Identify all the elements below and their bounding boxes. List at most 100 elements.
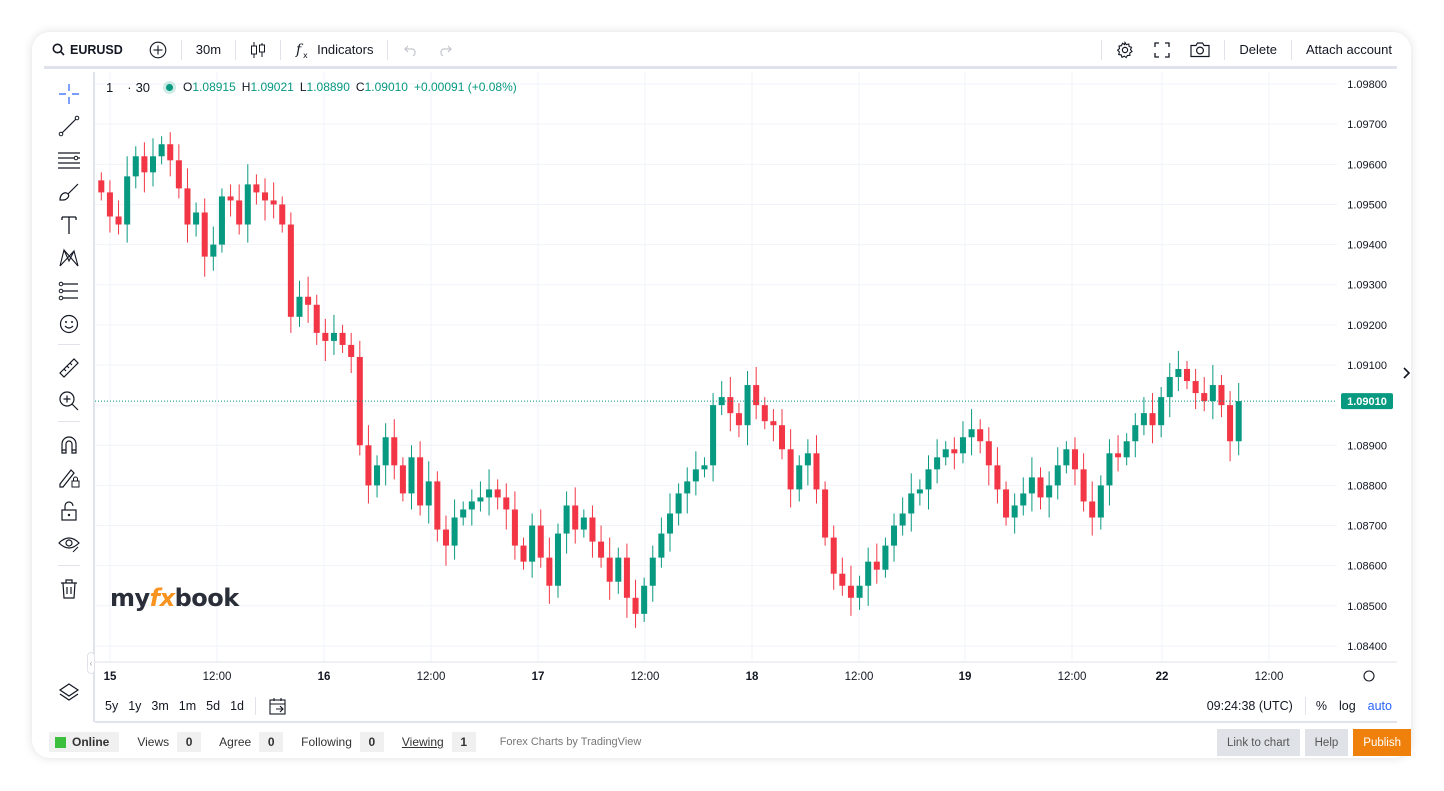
candle-body	[572, 505, 579, 530]
candle-body	[632, 597, 639, 614]
goto-date-button[interactable]	[264, 697, 292, 715]
compare-symbol-button[interactable]	[131, 33, 179, 66]
candle-body	[753, 385, 760, 406]
object-tree-button[interactable]	[56, 680, 82, 706]
candle-body	[1132, 425, 1139, 442]
candle-body	[882, 545, 889, 570]
candle-body	[951, 449, 958, 454]
fib-lines-icon	[58, 152, 80, 169]
y-tick-label: 1.08400	[1347, 641, 1387, 653]
y-tick-label: 1.09400	[1347, 240, 1387, 252]
fullscreen-button[interactable]	[1144, 33, 1180, 66]
candle-body	[218, 196, 225, 245]
zoom-tool[interactable]	[56, 388, 82, 414]
price-chart[interactable]: 1.09800 1.09700 1.09600 1.09500 1.09400 1.093…	[95, 72, 1397, 694]
collapse-toolbar-button[interactable]: ‹	[87, 652, 95, 674]
prediction-tool[interactable]	[56, 278, 82, 304]
hide-drawings-tool[interactable]	[56, 531, 82, 557]
undo-button[interactable]	[390, 33, 428, 66]
range-5d[interactable]: 5d	[206, 699, 221, 713]
publish-button[interactable]: Publish	[1353, 729, 1411, 756]
candle-body	[727, 397, 734, 414]
camera-icon	[1190, 42, 1211, 58]
ruler-tool[interactable]	[56, 355, 82, 381]
delete-button[interactable]: Delete	[1239, 42, 1277, 57]
text-tool[interactable]	[56, 212, 82, 238]
pattern-tool[interactable]	[56, 245, 82, 271]
log-scale-button[interactable]: log	[1338, 699, 1356, 713]
candle-body	[201, 212, 208, 257]
toolbar-divider	[180, 39, 182, 60]
scale-divider	[1304, 697, 1306, 715]
remove-drawings-tool[interactable]	[56, 576, 82, 602]
candle-body	[856, 585, 863, 598]
svg-text:x: x	[303, 51, 308, 59]
candle-body	[408, 457, 415, 494]
crosshair-tool[interactable]	[56, 81, 82, 107]
trash-icon	[61, 579, 77, 599]
candle-body	[830, 537, 837, 574]
candle-body	[1011, 505, 1018, 518]
x-tick-label: 17	[532, 671, 545, 683]
legend-high-value: 1.09021	[250, 80, 294, 94]
toolbar-divider	[1291, 39, 1292, 60]
trend-line-tool[interactable]	[56, 113, 82, 139]
lock-all-tool[interactable]	[56, 498, 82, 524]
candle-body	[98, 180, 105, 193]
candle-body	[778, 425, 786, 450]
lock-drawings-tool[interactable]	[56, 465, 82, 491]
candle-body	[770, 421, 777, 426]
emoji-tool[interactable]	[56, 311, 82, 337]
help-button[interactable]: Help	[1304, 729, 1349, 756]
x-tick-label: 18	[746, 671, 759, 683]
redo-button[interactable]	[428, 33, 462, 66]
link-to-chart-button[interactable]: Link to chart	[1216, 729, 1300, 756]
range-1d[interactable]: 1d	[230, 699, 244, 713]
candle-body	[916, 489, 923, 494]
candle-body	[977, 429, 984, 442]
candle-body	[563, 505, 570, 534]
chevron-right-icon[interactable]	[1403, 366, 1411, 382]
scale-controls: 09:24:38 (UTC) % log auto	[1207, 694, 1392, 718]
text-icon	[61, 216, 77, 234]
brush-tool[interactable]	[56, 179, 82, 205]
auto-scale-button[interactable]: auto	[1367, 699, 1392, 713]
screenshot-button[interactable]	[1180, 33, 1222, 66]
axis-settings-icon[interactable]	[1363, 670, 1375, 682]
interval-button[interactable]: 30m	[195, 42, 222, 57]
magnet-tool[interactable]	[56, 432, 82, 458]
brush-icon	[59, 183, 79, 201]
candle-body	[1235, 401, 1242, 442]
candle-body	[149, 156, 157, 173]
status-actions: Link to chart Help Publish	[1216, 729, 1411, 756]
range-1m[interactable]: 1m	[178, 699, 197, 713]
chart-type-button[interactable]	[238, 33, 278, 66]
candle-body	[968, 429, 975, 438]
settings-button[interactable]	[1104, 33, 1144, 66]
calendar-goto-icon	[269, 698, 286, 715]
attach-account-button[interactable]: Attach account	[1306, 42, 1392, 57]
candle-body	[322, 332, 329, 341]
candle-body	[873, 561, 880, 570]
percent-scale-button[interactable]: %	[1315, 699, 1327, 713]
candle-body	[994, 465, 1001, 490]
online-badge: Online	[49, 732, 120, 752]
candle-body	[666, 513, 674, 534]
views-label: Views	[137, 735, 170, 749]
candle-body	[529, 525, 536, 562]
toolbar-divider	[58, 344, 80, 345]
symbol-search-button[interactable]: EURUSD	[44, 33, 131, 66]
candle-body	[391, 437, 398, 466]
range-5y[interactable]: 5y	[105, 699, 119, 713]
viewing-link[interactable]: Viewing	[401, 735, 444, 749]
range-1y[interactable]: 1y	[128, 699, 142, 713]
candle-body	[959, 437, 966, 454]
range-3m[interactable]: 3m	[151, 699, 169, 713]
fib-tool[interactable]	[56, 146, 82, 172]
candle-body	[684, 481, 691, 494]
candle-body	[520, 545, 527, 562]
legend-interval-dot: ·	[127, 79, 132, 95]
candle-body	[701, 465, 708, 470]
undo-icon	[404, 45, 417, 56]
